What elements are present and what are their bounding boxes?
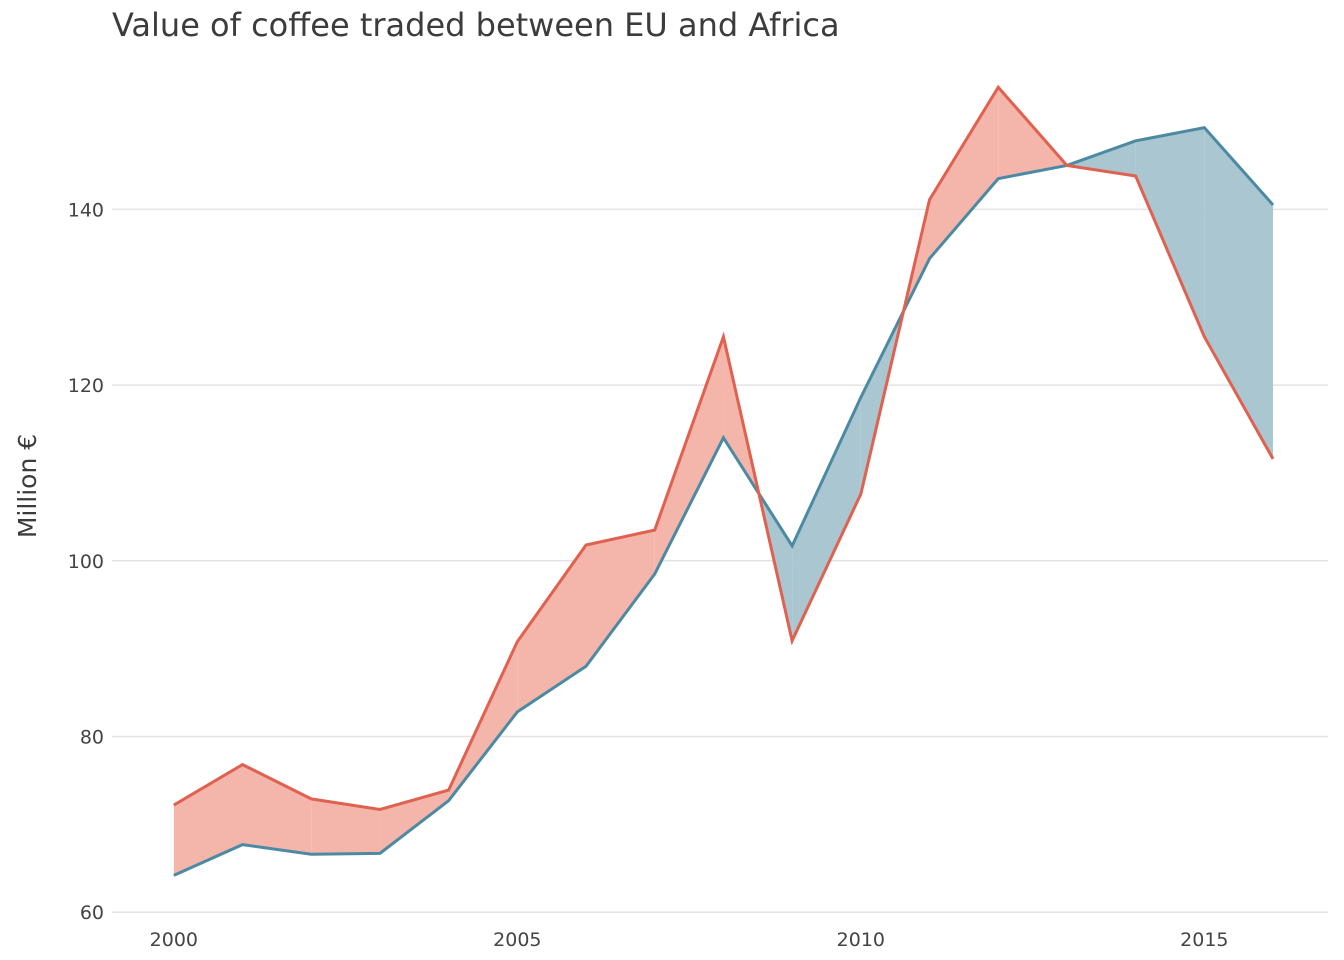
series-line-red — [173, 84, 1275, 811]
fill-segment-11 — [929, 87, 999, 259]
fill-segment-14 — [1135, 127, 1205, 337]
y-tick-label-120: 120 — [68, 375, 104, 397]
x-tick-label-2015: 2015 — [1180, 929, 1228, 951]
y-tick-label-140: 140 — [68, 199, 104, 221]
fill-segment-0 — [173, 764, 243, 876]
series-lines — [173, 84, 1275, 877]
fill-segment-5 — [517, 544, 587, 712]
y-axis-label: Million € — [13, 434, 42, 538]
x-tick-label-2010: 2010 — [837, 929, 885, 951]
fill-segment-7 — [654, 336, 724, 574]
difference-fill — [173, 87, 1274, 876]
fill-segment-15 — [1204, 127, 1274, 459]
fill-segment-1 — [242, 764, 312, 855]
x-tick-label-2005: 2005 — [493, 929, 541, 951]
fill-segment-2 — [311, 798, 380, 855]
y-tick-label-60: 60 — [80, 902, 104, 924]
y-tick-label-80: 80 — [80, 727, 104, 749]
fill-segment-9 — [792, 397, 861, 641]
x-tick-label-2000: 2000 — [150, 929, 198, 951]
chart-title: Value of coffee traded between EU and Af… — [112, 6, 840, 44]
series-line-blue — [173, 126, 1275, 877]
axis-labels: 60 80 100 120 140 2000 2005 2010 2015 — [68, 199, 1229, 951]
fill-segment-12 — [998, 87, 1067, 179]
fill-segment-6 — [586, 530, 655, 667]
y-tick-label-100: 100 — [68, 551, 104, 573]
